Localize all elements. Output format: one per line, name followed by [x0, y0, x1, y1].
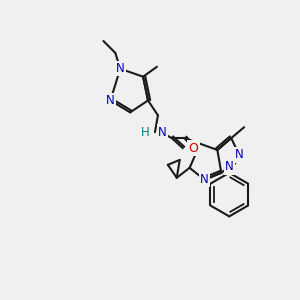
Text: N: N [225, 160, 234, 173]
Text: N: N [106, 94, 115, 107]
Text: N: N [158, 126, 167, 139]
Text: O: O [189, 142, 199, 154]
Text: N: N [116, 62, 125, 75]
Text: N: N [235, 148, 244, 161]
Text: N: N [200, 173, 209, 186]
Text: H: H [141, 126, 150, 139]
